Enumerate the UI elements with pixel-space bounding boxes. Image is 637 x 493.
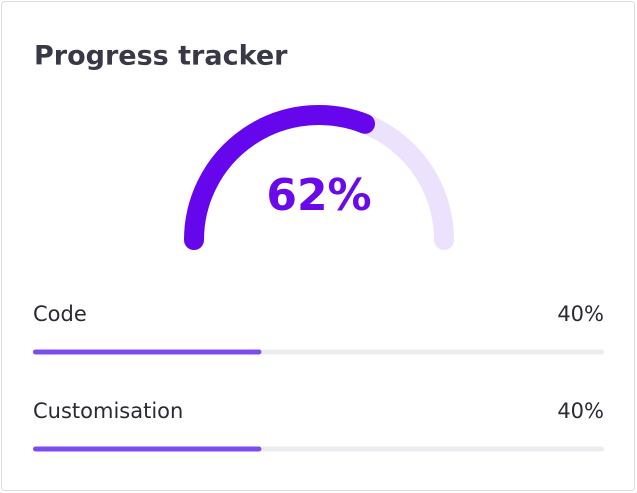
gauge-label: 62% (266, 170, 371, 221)
item-label: 40% (557, 302, 604, 326)
progress-bar (33, 446, 262, 452)
card-title: Progress tracker (34, 41, 288, 72)
item-name: Customisation (33, 399, 183, 423)
progress-bar (33, 349, 262, 355)
item-label: 40% (557, 399, 604, 423)
gauge-arc (184, 105, 376, 250)
item-name: Code (33, 302, 87, 326)
